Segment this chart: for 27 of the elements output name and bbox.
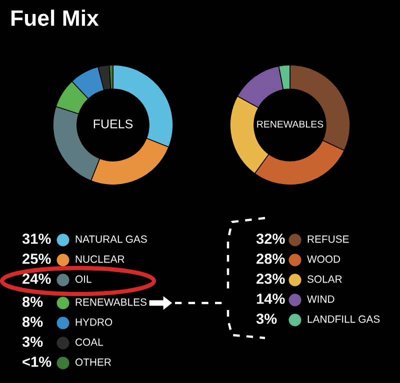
legend-label: LANDFILL GAS [308,315,380,323]
data-label: 32% [256,234,285,244]
legend-label: NUCLEAR [76,255,124,263]
legend-label: COAL [76,338,104,346]
data-label: 3% [256,314,277,324]
data-label: 31% [22,234,51,244]
data-label: 23% [256,274,285,284]
legend-label: WOOD [307,255,340,263]
legend-label: REFUSE [308,235,349,243]
legend-label: WIND [307,296,334,303]
data-label: 3% [22,336,43,347]
legend-label: NATURAL GAS [76,235,147,243]
legend-label: SOLAR [307,275,342,283]
data-label: 24% [22,274,51,284]
data-label: 28% [256,254,285,264]
text: FUELS [94,120,133,128]
chart-title: Fuel Mix [11,10,99,26]
legend-label: OIL [75,275,92,283]
data-label: 14% [256,294,285,304]
data-label: <1% [22,356,52,367]
data-label: 8% [22,296,43,307]
legend-label: HYDRO [76,318,112,326]
legend-label: RENEWABLES [76,298,146,306]
data-label: 25% [22,254,51,264]
text: RENEWABLES [257,120,324,128]
legend-label: OTHER [75,358,111,366]
data-label: 8% [22,316,43,327]
